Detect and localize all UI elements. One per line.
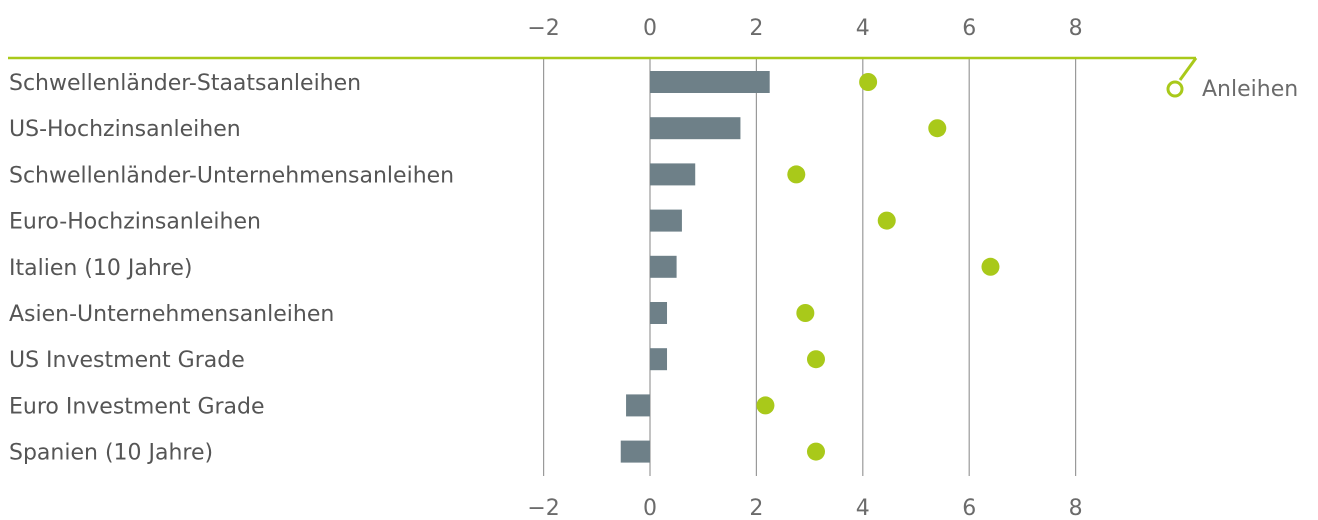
bottom-tick-label: 2	[749, 496, 763, 520]
category-label: Euro-Hochzinsanleihen	[9, 210, 261, 235]
bar	[626, 394, 650, 417]
top-tick-label: 8	[1069, 16, 1083, 41]
top-tick-label: 0	[643, 16, 657, 41]
bars	[620, 71, 770, 463]
bottom-tick-label: 8	[1069, 496, 1083, 520]
legend-label: Anleihen	[1202, 77, 1298, 102]
top-tick-label: 6	[962, 16, 976, 41]
bar	[650, 163, 696, 186]
category-labels: Schwellenländer-Staatsanleihen US-Hochzin…	[9, 71, 454, 466]
bar	[650, 71, 770, 93]
dot	[787, 165, 806, 184]
category-label: Asien-Unternehmensanleihen	[9, 302, 334, 327]
bottom-tick-label: 4	[856, 496, 870, 520]
bar	[650, 302, 668, 324]
category-label: US-Hochzinsanleihen	[9, 117, 241, 142]
dot	[981, 257, 1000, 276]
category-label: Italien (10 Jahre)	[9, 256, 192, 281]
category-label: US Investment Grade	[9, 348, 245, 373]
dot	[796, 304, 815, 322]
category-label: Euro Investment Grade	[9, 394, 265, 419]
top-axis-ticks: −2 0 2 4 6 8	[527, 16, 1082, 41]
dot	[806, 442, 825, 461]
bar	[650, 117, 741, 140]
bar	[650, 209, 682, 232]
dot	[928, 119, 947, 138]
legend-marker	[1166, 80, 1184, 98]
dots	[756, 73, 1000, 461]
dot	[859, 73, 878, 91]
dot	[756, 396, 775, 415]
bottom-axis-ticks: −2 0 2 4 6 8	[527, 496, 1082, 520]
bar	[620, 440, 650, 463]
bar	[650, 255, 677, 278]
bar	[650, 348, 668, 371]
legend-connector	[1178, 57, 1198, 81]
top-tick-label: 4	[856, 16, 870, 41]
bottom-tick-label: 6	[962, 496, 976, 520]
category-label: Schwellenländer-Staatsanleihen	[9, 71, 361, 96]
top-tick-label: 2	[749, 16, 763, 41]
category-label: Spanien (10 Jahre)	[9, 441, 213, 466]
category-label: Schwellenländer-Unternehmensanleihen	[9, 163, 454, 188]
top-tick-label: −2	[527, 16, 559, 41]
legend: Anleihen	[1166, 57, 1298, 102]
dot	[806, 350, 825, 369]
dot	[877, 211, 896, 230]
bottom-tick-label: −2	[527, 496, 559, 520]
bottom-tick-label: 0	[643, 496, 657, 520]
